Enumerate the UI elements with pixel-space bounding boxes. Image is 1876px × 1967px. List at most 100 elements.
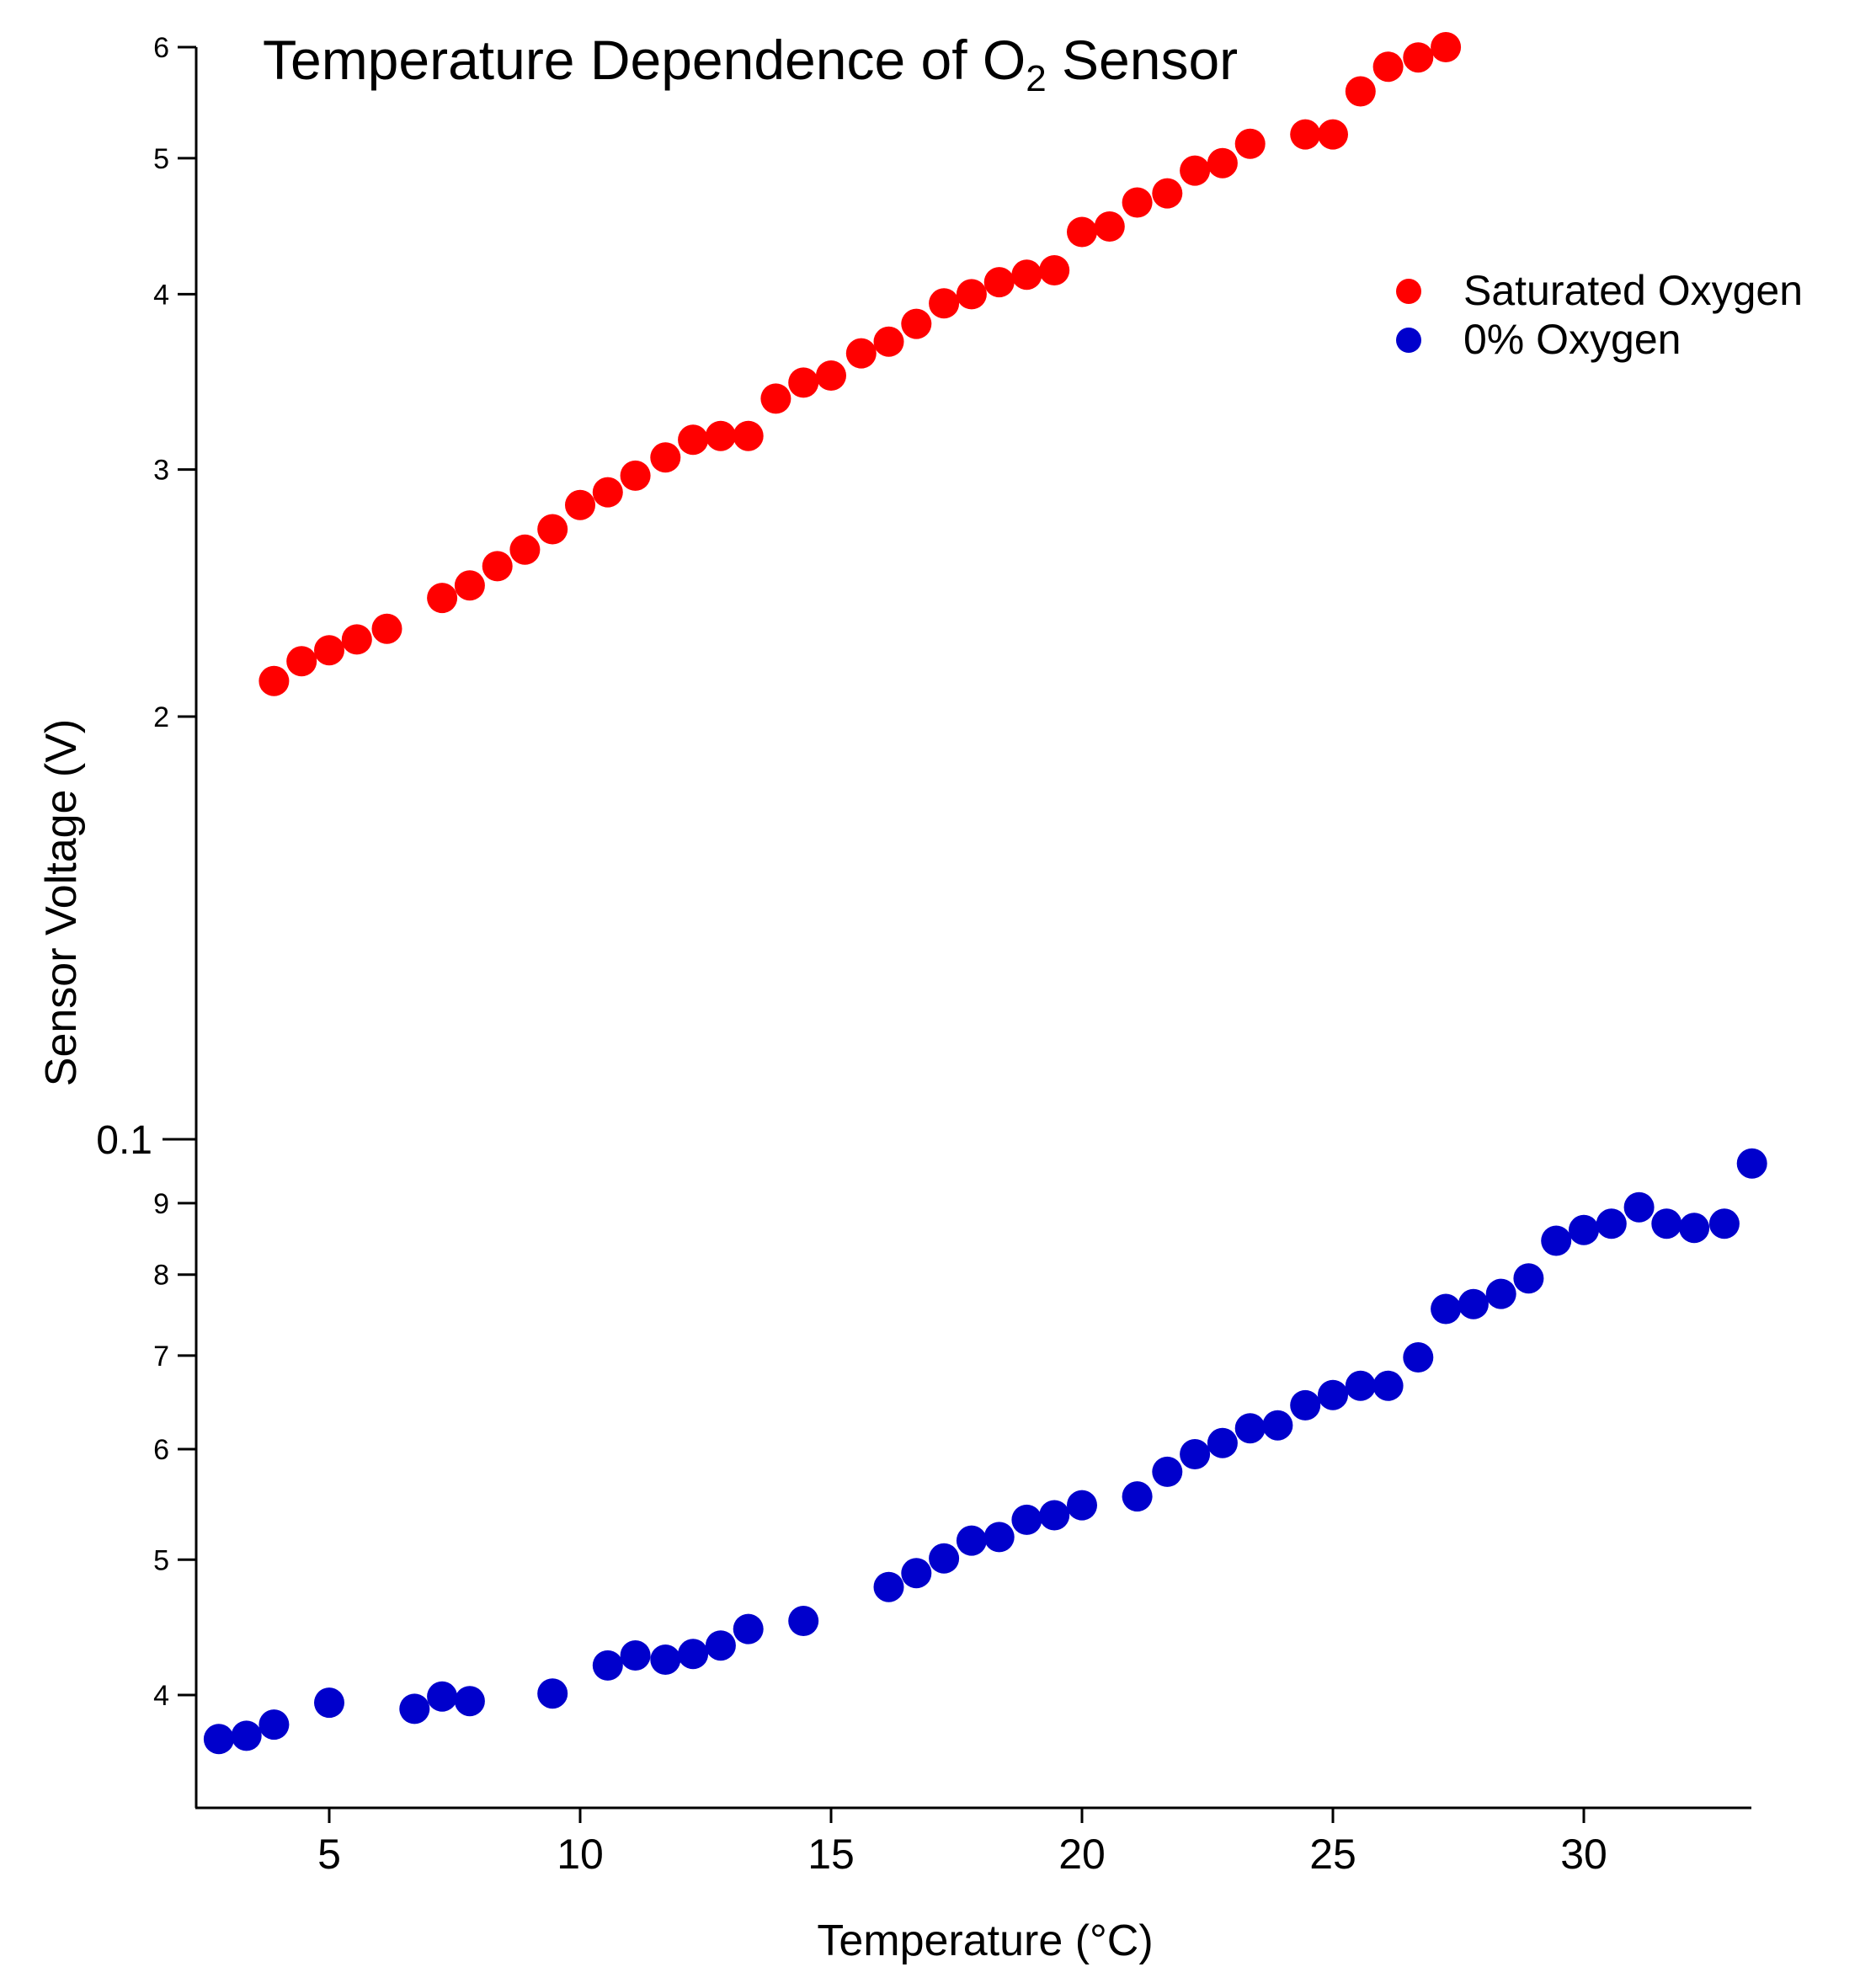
- legend-label-zero-oxygen: 0% Oxygen: [1463, 316, 1681, 363]
- data-point: [873, 1571, 904, 1602]
- data-point: [1011, 259, 1042, 291]
- data-point: [314, 635, 344, 666]
- data-point: [1039, 1500, 1070, 1531]
- data-point: [983, 267, 1015, 298]
- data-point: [1234, 1413, 1266, 1444]
- data-point: [845, 338, 877, 369]
- y-tick-label: 6: [153, 32, 169, 64]
- data-point: [1485, 1278, 1516, 1309]
- data-point: [816, 360, 846, 391]
- data-point: [1180, 155, 1211, 186]
- data-point: [1736, 1148, 1767, 1179]
- chart-title: Temperature Dependence of O2 Sensor: [263, 29, 1238, 99]
- x-tick-label: 30: [1560, 1831, 1607, 1878]
- data-point: [901, 1558, 932, 1589]
- data-point: [427, 1681, 458, 1712]
- data-point: [537, 514, 568, 545]
- data-point: [956, 279, 987, 310]
- data-point: [1708, 1208, 1740, 1239]
- data-point: [705, 1630, 736, 1661]
- data-point: [537, 1678, 568, 1709]
- data-point: [788, 367, 819, 398]
- chart-title-suffix: Sensor: [1047, 29, 1238, 91]
- y-tick-label: 2: [153, 701, 169, 733]
- data-point: [454, 1686, 485, 1717]
- data-point: [592, 477, 623, 508]
- data-point: [1207, 1427, 1238, 1458]
- data-point: [1290, 1389, 1321, 1421]
- x-tick-label: 25: [1309, 1831, 1356, 1878]
- data-point: [231, 1720, 262, 1751]
- data-point: [873, 326, 904, 357]
- data-point: [733, 420, 764, 451]
- data-point: [1207, 147, 1238, 179]
- data-point: [1403, 1342, 1434, 1373]
- data-point: [1318, 1379, 1348, 1410]
- data-point: [650, 442, 681, 473]
- data-point: [1403, 42, 1434, 73]
- y-axis-title: Sensor Voltage (V): [37, 719, 86, 1086]
- data-point: [1234, 128, 1266, 159]
- data-point: [1623, 1191, 1655, 1223]
- y-tick-label: 4: [153, 279, 169, 311]
- data-point: [258, 665, 290, 696]
- data-point: [258, 1709, 290, 1740]
- x-ticks: 5 10 15 20 25 30: [317, 1808, 1607, 1878]
- data-point: [1372, 1370, 1404, 1401]
- data-point: [678, 1639, 709, 1670]
- data-point: [1513, 1263, 1544, 1294]
- data-point: [1122, 1481, 1153, 1512]
- data-point: [1318, 119, 1348, 150]
- data-point: [1458, 1288, 1489, 1319]
- data-point: [1569, 1214, 1599, 1245]
- x-tick-label: 10: [557, 1831, 604, 1878]
- data-point: [1541, 1225, 1572, 1256]
- data-point: [1152, 178, 1183, 209]
- data-point: [983, 1522, 1015, 1553]
- data-point: [788, 1606, 819, 1636]
- data-point: [286, 646, 317, 677]
- data-point: [678, 424, 709, 456]
- y-tick-label: 3: [153, 455, 169, 487]
- data-point: [929, 288, 960, 319]
- x-tick-label: 20: [1058, 1831, 1106, 1878]
- y-tick-label: 5: [153, 143, 169, 175]
- data-point: [620, 1640, 651, 1671]
- data-point: [956, 1525, 987, 1556]
- x-tick-label: 5: [317, 1831, 341, 1878]
- data-point: [592, 1650, 623, 1681]
- data-point: [620, 460, 651, 491]
- data-point: [1431, 32, 1462, 62]
- data-point: [760, 383, 791, 414]
- data-point: [427, 583, 458, 614]
- data-point: [509, 534, 541, 565]
- y-ticks: 2 3 4 5 6 4 5 6 7 8 90.1: [96, 32, 196, 1712]
- data-point: [733, 1613, 764, 1644]
- x-tick-label: 15: [807, 1831, 855, 1878]
- data-point: [371, 613, 402, 644]
- data-point: [1262, 1410, 1293, 1441]
- data-point: [1094, 211, 1125, 242]
- y-tick-label: 7: [153, 1341, 169, 1373]
- y-tick-label: 4: [153, 1680, 169, 1712]
- data-point: [482, 551, 513, 582]
- data-point: [1345, 76, 1376, 107]
- data-point: [901, 308, 932, 339]
- axes: [195, 47, 1751, 1810]
- data-point: [399, 1693, 430, 1724]
- y-tick-label: 6: [153, 1434, 169, 1466]
- data-point: [341, 624, 372, 655]
- data-points: [203, 32, 1767, 1755]
- chart-title-main: Temperature Dependence of O: [263, 29, 1026, 91]
- y-tick-label: 0.1: [96, 1118, 152, 1163]
- y-tick-label: 5: [153, 1544, 169, 1576]
- data-point: [1122, 187, 1153, 218]
- legend-marker-saturated-oxygen: [1396, 279, 1421, 304]
- y-tick-label: 9: [153, 1188, 169, 1220]
- x-axis-title: Temperature (°C): [817, 1916, 1153, 1965]
- data-point: [705, 420, 736, 451]
- data-point: [1431, 1293, 1462, 1325]
- legend-marker-zero-oxygen: [1396, 328, 1421, 353]
- data-point: [1596, 1208, 1627, 1239]
